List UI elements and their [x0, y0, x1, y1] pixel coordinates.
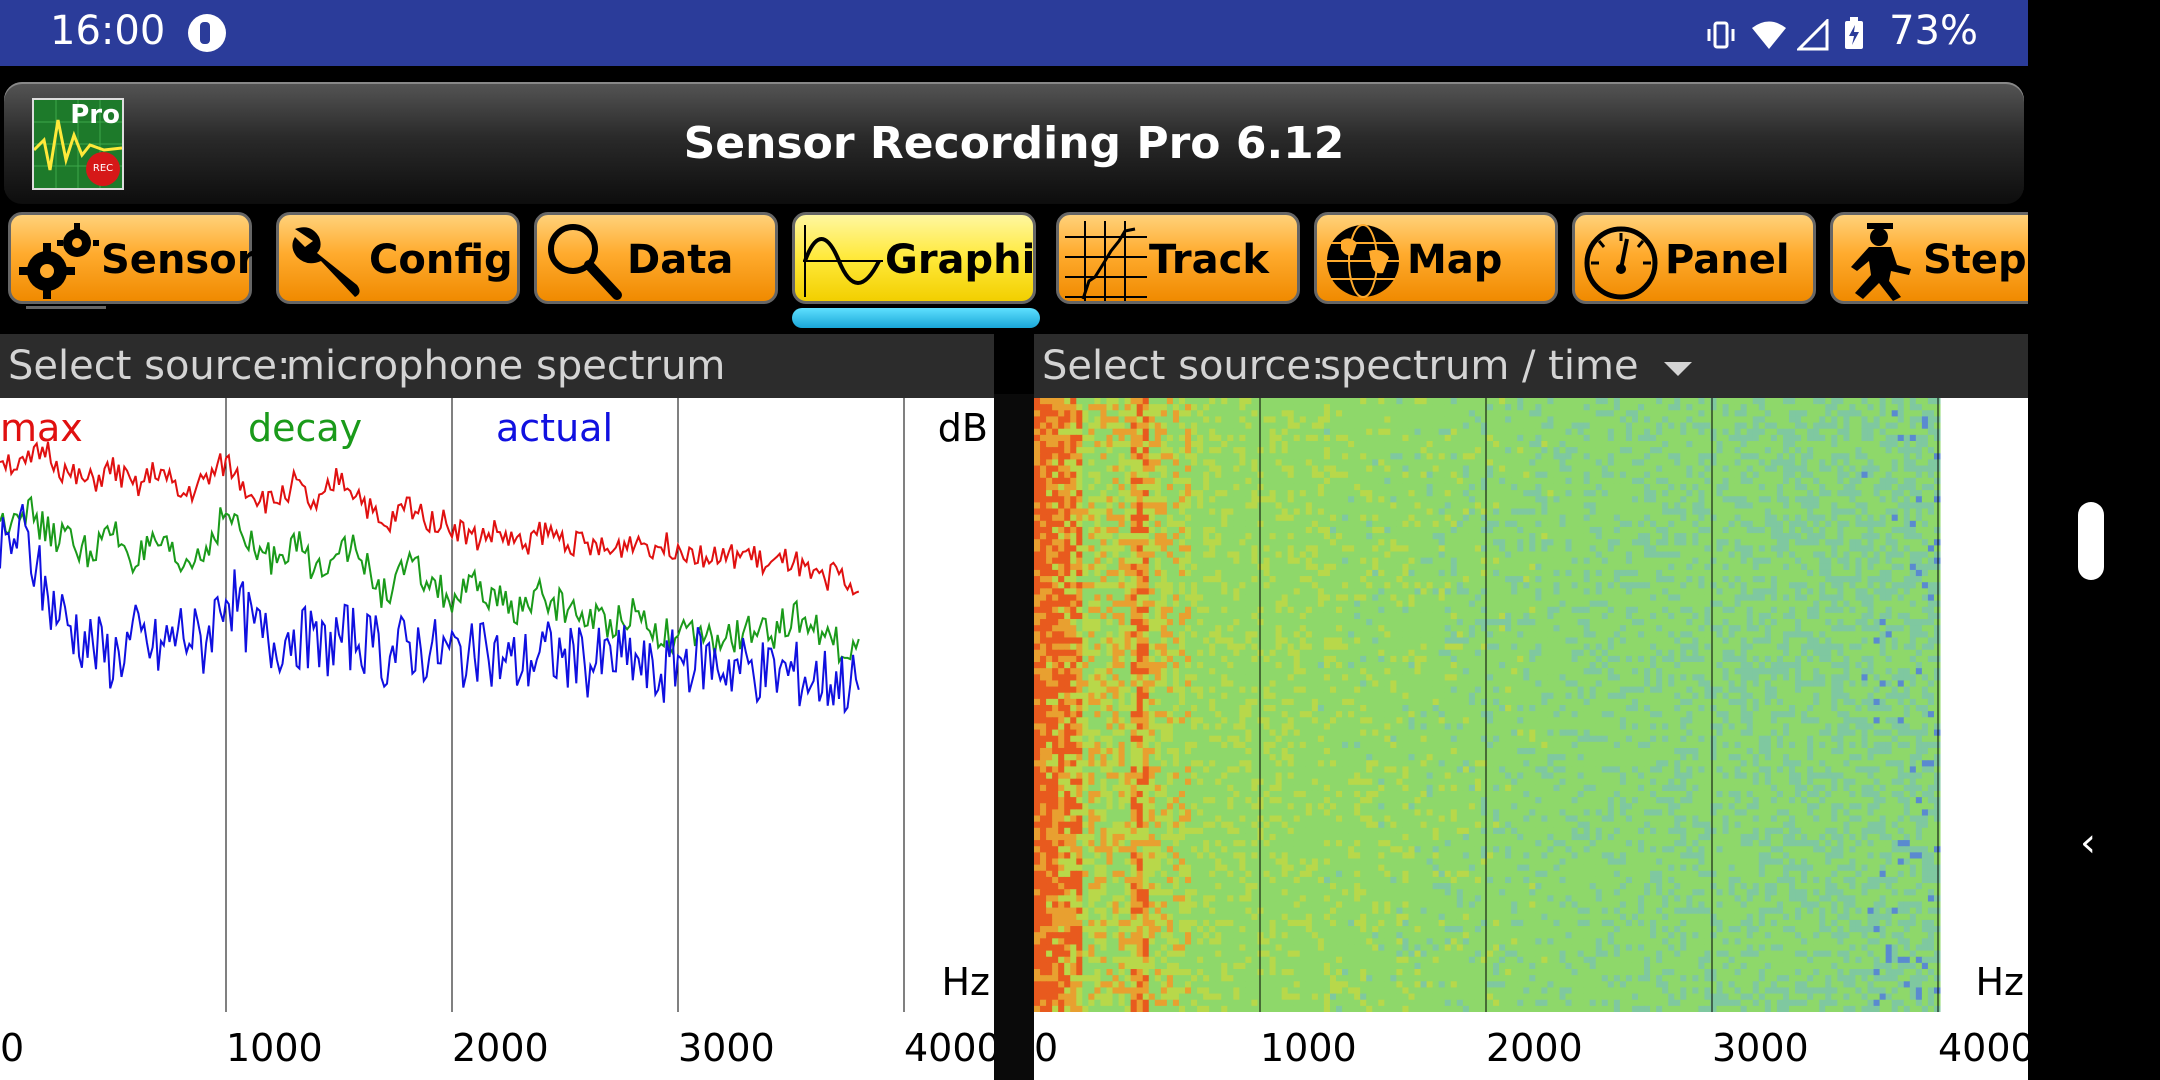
tab-label: Config [369, 237, 513, 283]
tab-label: Track [1149, 237, 1269, 283]
back-icon[interactable]: ‹ [2080, 820, 2096, 866]
source-value: microphone spectrum [286, 343, 726, 389]
tab-track[interactable]: Track [1056, 212, 1300, 304]
legend-decay: decay [248, 406, 363, 450]
tab-label: Panel [1665, 237, 1790, 283]
tab-divider [26, 306, 106, 309]
walking-man-icon [1839, 221, 1921, 301]
logo-rec-badge: REC [86, 152, 120, 186]
x-axis: 0 1000 2000 3000 4000 [0, 1012, 1001, 1080]
source-selector[interactable]: Select source: microphone spectrum [0, 334, 994, 398]
x-tick-label: 1000 [226, 1026, 323, 1070]
active-tab-indicator [792, 308, 1040, 328]
tab-config[interactable]: Config [276, 212, 520, 304]
tab-label: Data [627, 237, 734, 283]
x-unit-label: Hz [941, 960, 990, 1004]
tab-sensors[interactable]: Sensors [8, 212, 280, 304]
series-line-max [0, 441, 860, 596]
tab-label: Sensors [101, 237, 281, 283]
gauge-icon [1581, 221, 1663, 301]
tab-steps[interactable]: Steps [1830, 212, 2028, 304]
spectrogram-chart: Hz [1034, 398, 2028, 1012]
logo-text: Pro [70, 100, 120, 130]
x-tick-label: 0 [0, 1026, 25, 1070]
notification-app-icon [188, 14, 226, 52]
tab-map[interactable]: Map [1314, 212, 1558, 304]
tab-panel[interactable]: Panel [1572, 212, 1816, 304]
spectrum-panel: Select source: microphone spectrum max d… [0, 334, 1001, 1080]
app-title: Sensor Recording Pro 6.12 [683, 118, 1345, 169]
tab-label: Graphic [885, 237, 1060, 283]
tab-label: Map [1407, 237, 1503, 283]
source-label: Select source: [8, 343, 291, 389]
nav-handle[interactable] [2078, 502, 2104, 580]
spectrogram-heatmap [1034, 398, 1941, 1012]
source-value: spectrum / time [1320, 343, 1639, 389]
x-axis: 0 1000 2000 3000 4000 [1034, 1012, 2035, 1080]
wifi-icon [1751, 15, 1787, 49]
track-grid-icon [1065, 221, 1147, 301]
tab-label: Steps [1923, 237, 2028, 283]
divider-handle[interactable] [994, 334, 1034, 394]
spectrum-line-chart [0, 398, 905, 1012]
heatmap-cells [1034, 398, 1941, 1012]
x-tick-label: 4000 [904, 1026, 1001, 1070]
x-tick-label: 4000 [1938, 1026, 2035, 1070]
legend-actual: actual [496, 406, 614, 450]
spectrum-chart: max decay actual dB Hz [0, 398, 994, 1012]
title-bar: Pro REC Sensor Recording Pro 6.12 [4, 82, 2024, 204]
tab-graphic[interactable]: Graphic [792, 212, 1059, 304]
status-bar: 16:00 73% [0, 0, 2028, 66]
battery-percent: 73% [1889, 8, 1978, 54]
magnifier-icon [543, 221, 625, 301]
series-line-actual [0, 503, 860, 715]
panel-divider[interactable] [994, 334, 1034, 1080]
x-unit-label: Hz [1975, 960, 2024, 1004]
app-window: Pro REC Sensor Recording Pro 6.12 Sensor… [0, 66, 2035, 1080]
app-logo: Pro REC [32, 98, 124, 190]
source-selector[interactable]: Select source: spectrum / time [1034, 334, 2028, 398]
legend-max: max [0, 406, 83, 450]
vibrate-icon [1705, 15, 1737, 49]
source-label: Select source: [1042, 343, 1325, 389]
sine-wave-icon [801, 221, 883, 301]
x-tick-label: 1000 [1260, 1026, 1357, 1070]
status-icons: 73% [1705, 8, 1978, 54]
tab-data[interactable]: Data [534, 212, 778, 304]
tab-bar: Sensors Config Data Graphic Track [0, 208, 2028, 328]
globe-icon [1323, 221, 1405, 301]
wrench-icon [285, 221, 367, 301]
chevron-down-icon[interactable] [1664, 362, 1692, 376]
x-tick-label: 2000 [1486, 1026, 1583, 1070]
x-tick-label: 3000 [1712, 1026, 1809, 1070]
status-time: 16:00 [50, 8, 166, 54]
x-tick-label: 2000 [452, 1026, 549, 1070]
spectrogram-panel: Select source: spectrum / time Hz 0 1000… [1034, 334, 2035, 1080]
navigation-bar: ‹ [2028, 0, 2160, 1080]
x-tick-label: 0 [1034, 1026, 1059, 1070]
gears-icon [17, 221, 99, 301]
x-tick-label: 3000 [678, 1026, 775, 1070]
signal-icon [1795, 15, 1829, 51]
battery-charging-icon [1843, 15, 1875, 49]
y-unit-label: dB [937, 406, 988, 450]
